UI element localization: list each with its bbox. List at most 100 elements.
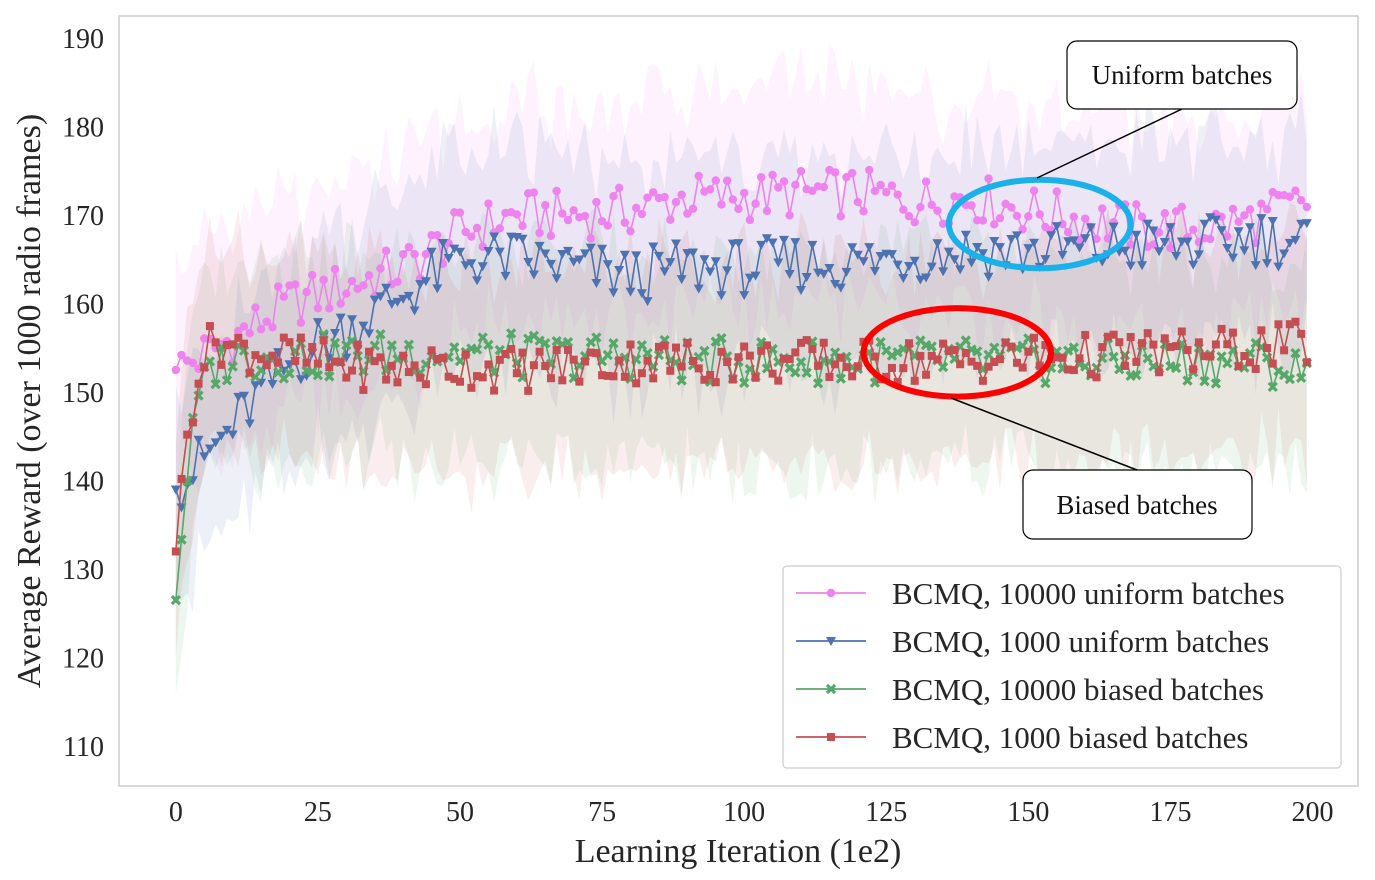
data-point: [665, 258, 676, 268]
data-point: [887, 363, 896, 372]
data-point: [404, 242, 414, 252]
data-point: [1051, 222, 1062, 232]
data-point: [540, 249, 551, 259]
data-point: [745, 215, 755, 225]
data-point: [705, 267, 716, 277]
data-point: [1142, 219, 1153, 229]
data-point: [534, 241, 545, 251]
data-point: [393, 378, 402, 387]
data-point: [733, 239, 744, 249]
data-point: [534, 335, 545, 346]
data-point: [329, 337, 341, 348]
data-point: [210, 379, 221, 390]
data-point: [683, 338, 692, 347]
data-point: [204, 444, 215, 454]
data-point: [751, 373, 760, 382]
data-point: [943, 247, 954, 257]
data-point: [529, 361, 538, 370]
data-point: [636, 340, 648, 351]
data-point: [955, 265, 966, 275]
data-point: [1290, 347, 1301, 359]
data-point: [398, 250, 408, 259]
data-point: [466, 259, 477, 269]
data-point: [689, 356, 698, 365]
data-point: [591, 332, 602, 343]
data-point: [1159, 237, 1170, 247]
data-point: [1246, 358, 1255, 367]
data-point: [956, 360, 965, 369]
data-point: [1058, 219, 1067, 229]
data-point: [870, 186, 880, 196]
data-point: [307, 348, 318, 358]
data-point: [869, 266, 880, 276]
data-point: [933, 355, 942, 364]
data-point: [671, 197, 681, 207]
data-point: [631, 251, 642, 261]
legend-entry: BCMQ, 1000 biased batches: [796, 720, 1248, 755]
data-point: [1257, 326, 1266, 335]
data-point: [484, 360, 493, 369]
data-point: [541, 362, 550, 371]
data-point: [562, 246, 573, 256]
data-point: [296, 333, 305, 342]
data-point: [347, 276, 357, 286]
data-point: [1171, 207, 1181, 216]
data-point: [194, 379, 203, 388]
data-point: [500, 271, 511, 281]
data-point: [250, 381, 261, 391]
data-point: [1240, 211, 1249, 220]
data-point: [1284, 373, 1295, 385]
y-tick-label: 170: [62, 201, 104, 232]
data-point: [831, 360, 840, 369]
x-axis: 0 25 50 75 100 125 150 175 200: [169, 797, 1334, 828]
data-point: [784, 269, 795, 279]
data-point: [342, 373, 351, 382]
data-point: [882, 372, 891, 381]
data-point: [910, 376, 919, 385]
data-point: [1189, 365, 1198, 374]
data-point: [563, 345, 572, 354]
data-point: [1155, 368, 1164, 377]
data-point: [1086, 370, 1095, 379]
data-point: [1148, 226, 1159, 236]
x-tick-label: 125: [865, 797, 907, 828]
data-point: [376, 353, 385, 362]
data-point: [972, 346, 983, 357]
data-point: [1001, 338, 1010, 347]
data-point: [507, 345, 516, 354]
data-point: [562, 337, 574, 348]
data-point: [240, 339, 249, 348]
data-point: [916, 351, 925, 360]
x-tick-label: 175: [1149, 797, 1191, 828]
data-point: [364, 329, 375, 339]
data-point: [847, 243, 858, 253]
data-point: [676, 375, 687, 386]
data-point: [688, 204, 698, 213]
data-point: [642, 297, 653, 307]
data-point: [1040, 378, 1051, 389]
data-point: [836, 353, 845, 362]
data-point: [909, 256, 920, 266]
data-point: [251, 303, 260, 312]
data-point: [916, 202, 925, 212]
data-point: [1284, 238, 1295, 248]
data-point: [853, 362, 862, 371]
data-point: [426, 247, 437, 257]
data-point: [546, 374, 555, 383]
data-point: [1223, 340, 1232, 349]
data-point: [973, 361, 982, 370]
data-point: [921, 273, 932, 283]
data-point: [1011, 231, 1022, 241]
annotation-leader-line: [950, 397, 1138, 471]
data-point: [523, 257, 534, 267]
data-point: [581, 357, 590, 366]
data-point: [535, 228, 544, 238]
data-point: [551, 335, 562, 347]
data-point: [1234, 217, 1243, 226]
data-point: [967, 357, 976, 366]
data-point: [927, 351, 936, 360]
data-point: [1211, 340, 1220, 349]
data-point: [773, 258, 784, 268]
data-point: [170, 485, 181, 495]
data-point: [461, 350, 470, 359]
